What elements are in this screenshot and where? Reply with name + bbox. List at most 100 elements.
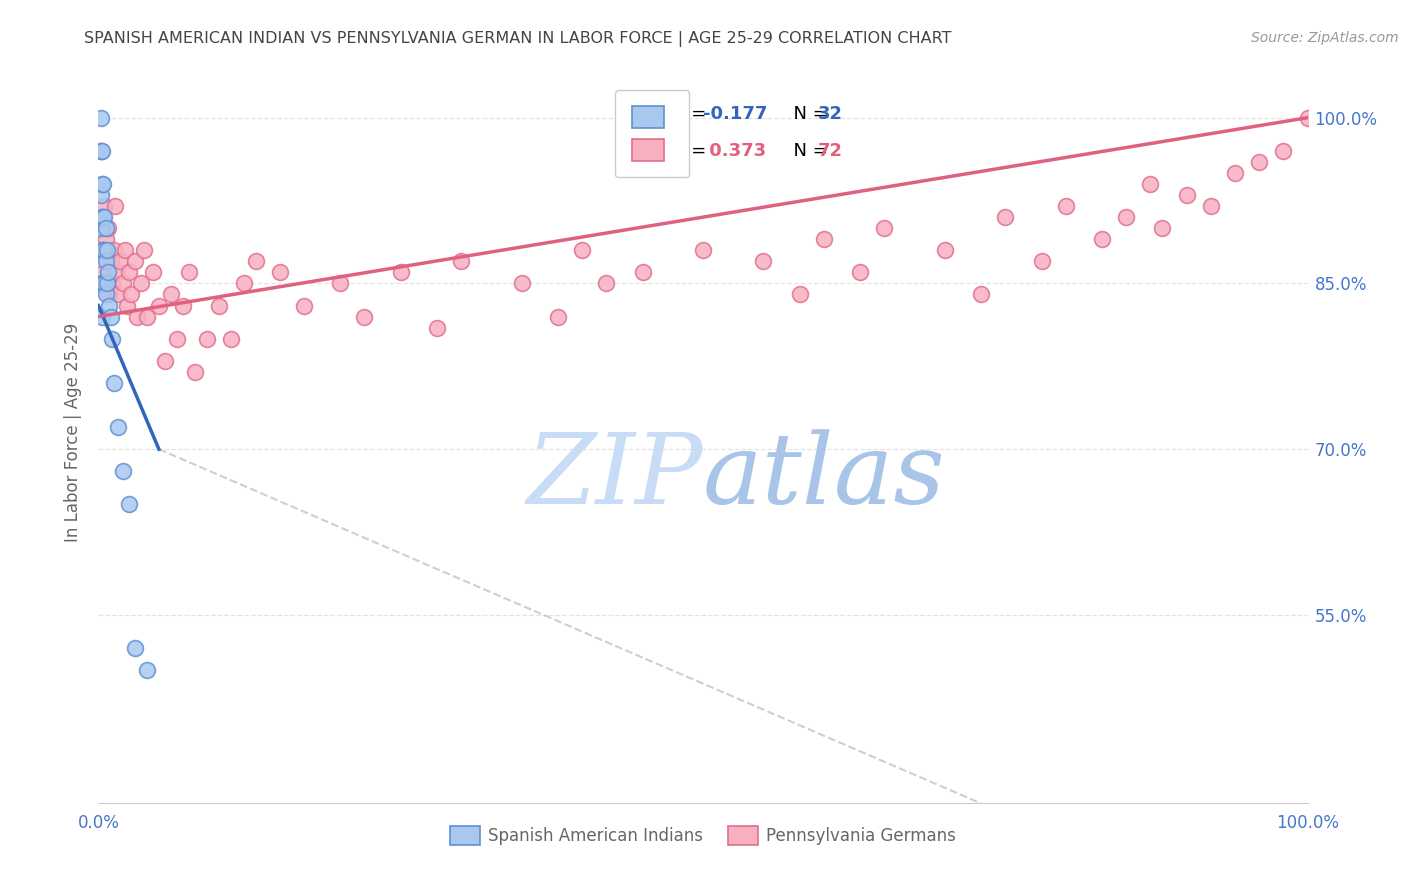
Point [160,287,183,301]
Point [96,244,118,258]
Text: 72: 72 [818,142,842,160]
Text: 0.373: 0.373 [703,142,766,160]
Point [135,663,157,677]
Point [91,310,114,324]
Point [195,332,218,346]
Point [1199,199,1222,213]
Point [134,244,156,258]
Point [97,221,120,235]
Text: R =: R = [672,142,711,160]
Point [873,221,896,235]
Point [91,177,114,191]
Point [90,144,112,158]
Text: N =: N = [782,142,834,160]
Point [269,265,291,279]
Point [184,365,207,379]
Point [107,420,129,434]
Point [1115,210,1137,224]
Point [114,244,136,258]
Point [97,265,120,279]
Point [100,332,122,346]
Point [1152,221,1174,235]
Point [103,376,125,390]
Point [1091,232,1114,246]
Point [571,244,593,258]
Point [849,265,872,279]
Point [1031,254,1053,268]
Point [90,144,112,158]
Point [93,265,115,279]
Point [1249,154,1271,169]
Y-axis label: In Labor Force | Age 25-29: In Labor Force | Age 25-29 [63,323,82,542]
Point [118,265,141,279]
Point [120,287,142,301]
Point [90,111,112,125]
Point [117,299,139,313]
Point [1272,144,1295,158]
Point [93,199,115,213]
Point [91,210,114,224]
Point [934,244,956,258]
Point [813,232,835,246]
Point [426,320,449,334]
Point [96,277,118,291]
Point [547,310,569,324]
Point [107,287,129,301]
Point [752,254,775,268]
Text: atlas: atlas [703,429,946,524]
Point [970,287,993,301]
Point [148,299,170,313]
Point [90,221,112,235]
Point [166,332,188,346]
Point [1139,177,1161,191]
Point [124,641,146,656]
Point [692,244,714,258]
Text: R =: R = [672,104,711,122]
Point [91,244,114,258]
Text: -0.177: -0.177 [703,104,768,122]
Text: SPANISH AMERICAN INDIAN VS PENNSYLVANIA GERMAN IN LABOR FORCE | AGE 25-29 CORREL: SPANISH AMERICAN INDIAN VS PENNSYLVANIA … [84,31,952,47]
Text: Source: ZipAtlas.com: Source: ZipAtlas.com [1251,31,1399,45]
Point [124,254,146,268]
Point [595,277,617,291]
Point [91,210,114,224]
Point [153,353,176,368]
Point [91,244,114,258]
Point [353,310,375,324]
Point [994,210,1017,224]
Legend: Spanish American Indians, Pennsylvania Germans: Spanish American Indians, Pennsylvania G… [441,818,965,854]
Point [98,299,121,313]
Point [94,221,117,235]
Point [510,277,533,291]
Point [127,310,149,324]
Point [111,464,134,478]
Point [104,199,127,213]
Point [100,277,122,291]
Text: N =: N = [782,104,834,122]
Point [100,310,122,324]
Point [91,144,114,158]
Point [1223,166,1246,180]
Point [96,254,118,268]
Point [118,498,141,512]
Point [93,277,115,291]
Point [91,177,114,191]
Point [329,277,352,291]
Point [789,287,811,301]
Point [631,265,654,279]
Point [100,254,122,268]
Point [108,254,131,268]
Point [245,254,267,268]
Point [111,277,134,291]
Point [105,265,128,279]
Point [93,244,115,258]
Point [1054,199,1077,213]
Point [91,277,114,291]
Point [103,244,125,258]
Point [91,210,114,224]
Text: ZIP: ZIP [527,429,703,524]
Point [91,277,114,291]
Point [94,287,117,301]
Point [1175,188,1198,202]
Point [142,265,165,279]
